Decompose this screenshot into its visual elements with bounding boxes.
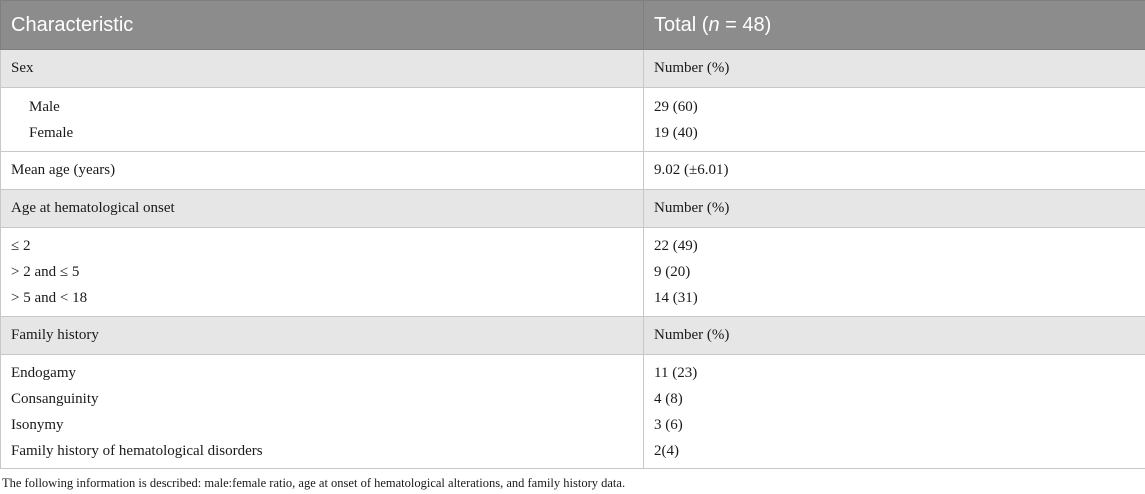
- section-value-family-history: Number (%): [643, 316, 1145, 355]
- row-value: 22 (49): [654, 238, 698, 254]
- row-label: Isonymy: [11, 416, 64, 433]
- row-label: Consanguinity: [11, 390, 99, 407]
- mean-age-value: 9.02 (±6.01): [643, 151, 1145, 190]
- group-row-age-onset: ≤ 2 > 2 and ≤ 5 > 5 and < 18 22 (49) 9 (…: [0, 227, 1145, 317]
- row-label: ≤ 2: [11, 238, 31, 254]
- row-value: 19 (40): [654, 124, 698, 141]
- section-label-family-history: Family history: [0, 316, 644, 355]
- header-total-prefix: Total (: [654, 13, 709, 36]
- header-total: Total (n = 48): [643, 0, 1145, 50]
- group-labels-family-history: Endogamy Consanguinity Isonymy Family hi…: [0, 354, 644, 469]
- mean-age-label: Mean age (years): [0, 151, 644, 190]
- section-label-sex: Sex: [0, 49, 644, 88]
- row-label: > 2 and ≤ 5: [11, 264, 80, 280]
- row-value: 2(4): [654, 442, 679, 459]
- group-values-family-history: 11 (23) 4 (8) 3 (6) 2(4): [643, 354, 1145, 469]
- header-total-n: n: [708, 13, 720, 36]
- group-values-sex: 29 (60) 19 (40): [643, 87, 1145, 152]
- row-label: Family history of hematological disorder…: [11, 442, 263, 459]
- section-value-age-onset: Number (%): [643, 189, 1145, 228]
- row-label: Endogamy: [11, 364, 76, 381]
- row-label: Male: [29, 98, 60, 115]
- row-value: 9 (20): [654, 264, 691, 280]
- group-labels-sex: Male Female: [0, 87, 644, 152]
- header-characteristic: Characteristic: [0, 0, 644, 50]
- group-values-age-onset: 22 (49) 9 (20) 14 (31): [643, 227, 1145, 317]
- row-value: 29 (60): [654, 98, 698, 115]
- section-row-sex: Sex Number (%): [0, 49, 1145, 88]
- group-row-sex: Male Female 29 (60) 19 (40): [0, 87, 1145, 152]
- section-label-age-onset: Age at hematological onset: [0, 189, 644, 228]
- row-value: 4 (8): [654, 390, 683, 407]
- row-mean-age: Mean age (years) 9.02 (±6.01): [0, 151, 1145, 190]
- group-row-family-history: Endogamy Consanguinity Isonymy Family hi…: [0, 354, 1145, 469]
- section-row-family-history: Family history Number (%): [0, 316, 1145, 355]
- section-row-age-onset: Age at hematological onset Number (%): [0, 189, 1145, 228]
- characteristics-table: Characteristic Total (n = 48) Sex Number…: [0, 0, 1145, 469]
- header-total-suffix: = 48): [719, 13, 772, 36]
- row-value: 14 (31): [654, 290, 698, 306]
- group-labels-age-onset: ≤ 2 > 2 and ≤ 5 > 5 and < 18: [0, 227, 644, 317]
- row-label: Female: [29, 124, 74, 141]
- row-label: > 5 and < 18: [11, 290, 88, 306]
- row-value: 3 (6): [654, 416, 683, 433]
- section-value-sex: Number (%): [643, 49, 1145, 88]
- row-value: 11 (23): [654, 364, 698, 381]
- header-row: Characteristic Total (n = 48): [0, 0, 1145, 50]
- table-footnote: The following information is described: …: [2, 476, 626, 490]
